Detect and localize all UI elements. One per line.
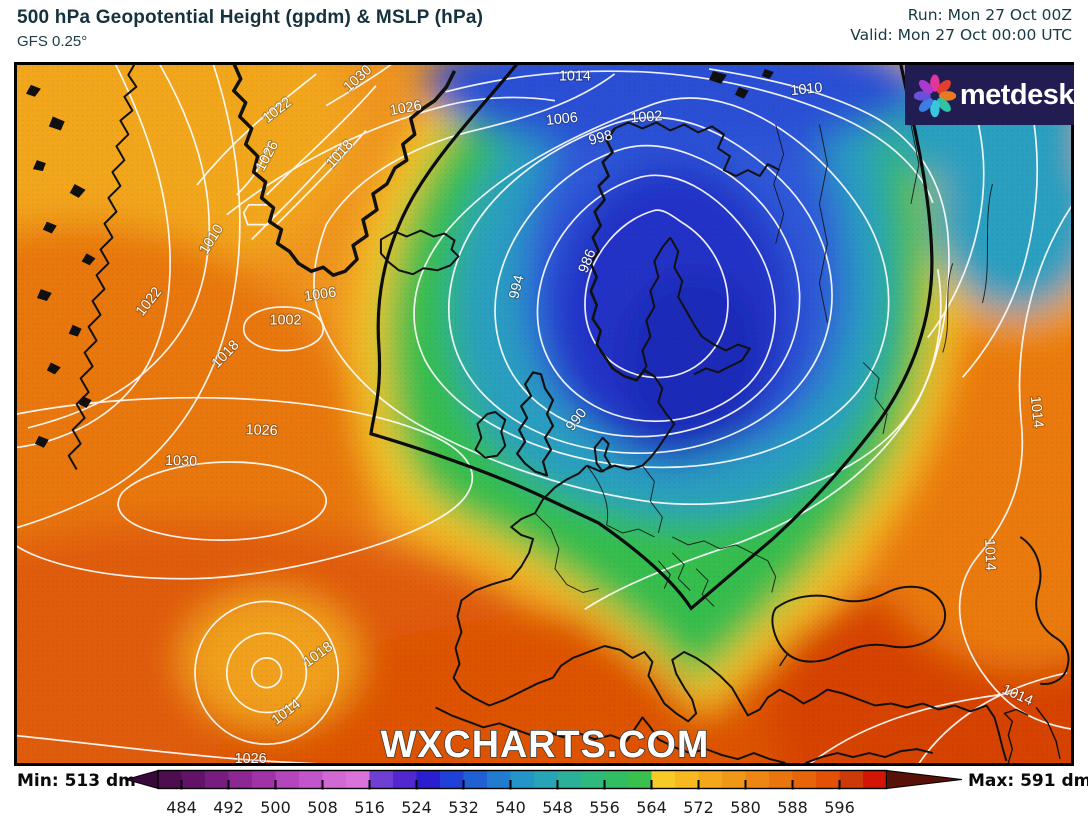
run-time: Run: Mon 27 Oct 00Z bbox=[850, 5, 1072, 25]
colorbar-tick-label: 500 bbox=[260, 798, 291, 817]
colorbar-tick-label: 564 bbox=[636, 798, 667, 817]
colorbar-segment bbox=[699, 771, 723, 789]
colorbar-tick-label: 484 bbox=[166, 798, 197, 817]
colorbar-segment bbox=[229, 771, 253, 789]
colorbar-segment bbox=[863, 771, 887, 789]
colorbar-segment bbox=[182, 771, 206, 789]
colorbar-segment bbox=[628, 771, 652, 789]
colorbar-tick-label: 580 bbox=[730, 798, 761, 817]
colorbar-segment bbox=[722, 771, 746, 789]
colorbar-tick-label: 596 bbox=[824, 798, 855, 817]
colorbar-segment bbox=[346, 771, 370, 789]
colorbar-segment bbox=[558, 771, 582, 789]
colorbar-segment bbox=[440, 771, 464, 789]
colorbar-segment bbox=[464, 771, 488, 789]
colorbar-tick-label: 508 bbox=[307, 798, 338, 817]
colorbar-tick-label: 540 bbox=[495, 798, 526, 817]
colorbar-segment bbox=[534, 771, 558, 789]
contour-label: 1026 bbox=[235, 751, 267, 763]
contour-label: 1002 bbox=[269, 313, 301, 329]
colorbar-tick-label: 548 bbox=[542, 798, 573, 817]
metdesk-pinwheel-icon bbox=[914, 72, 956, 118]
colorbar-segment bbox=[581, 771, 605, 789]
contour-label: 1030 bbox=[165, 453, 198, 470]
watermark: WXCHARTS.COM bbox=[381, 723, 710, 763]
colorbar-tick-label: 516 bbox=[354, 798, 385, 817]
colorbar-segment bbox=[417, 771, 441, 789]
contour-label: 1014 bbox=[559, 69, 591, 85]
metdesk-logo-text: metdesk bbox=[960, 79, 1074, 112]
colorbar-segment bbox=[652, 771, 676, 789]
valid-time: Valid: Mon 27 Oct 00:00 UTC bbox=[850, 25, 1072, 45]
contour-label: 1006 bbox=[545, 110, 579, 129]
colorbar-tick-label: 572 bbox=[683, 798, 714, 817]
colorbar-segment bbox=[511, 771, 535, 789]
colorbar-segment bbox=[793, 771, 817, 789]
colorbar-segment bbox=[675, 771, 699, 789]
colorbar-segment bbox=[370, 771, 394, 789]
run-valid-info: Run: Mon 27 Oct 00Z Valid: Mon 27 Oct 00… bbox=[850, 5, 1072, 45]
contour-label: 1010 bbox=[790, 80, 824, 99]
colorbar-segment bbox=[840, 771, 864, 789]
map-canvas: 1030101410261022100610029981010102610181… bbox=[17, 65, 1071, 763]
colorbar-tick-label: 492 bbox=[213, 798, 244, 817]
colorbar-segment bbox=[769, 771, 793, 789]
colorbar-scale: 484 492 500 508 516 524 532 540 548 556 564 572 580 5… bbox=[126, 771, 962, 818]
weather-map: 1030101410261022100610029981010102610181… bbox=[14, 62, 1074, 766]
metdesk-logo: metdesk bbox=[905, 65, 1074, 125]
colorbar-tick-label: 524 bbox=[401, 798, 432, 817]
page-title: 500 hPa Geopotential Height (gpdm) & MSL… bbox=[17, 7, 483, 29]
colorbar-segment bbox=[158, 771, 182, 789]
colorbar-tick-label: 588 bbox=[777, 798, 808, 817]
model-label: GFS 0.25° bbox=[17, 33, 87, 50]
colorbar-segment bbox=[816, 771, 840, 789]
colorbar-segment bbox=[487, 771, 511, 789]
colorbar-tick-label: 532 bbox=[448, 798, 479, 817]
colorbar-segment bbox=[393, 771, 417, 789]
colorbar-segment bbox=[205, 771, 229, 789]
contour-label: 1002 bbox=[630, 108, 663, 126]
colorbar-max-label: Max: 591 dm bbox=[968, 771, 1088, 791]
colorbar-segment bbox=[252, 771, 276, 789]
colorbar-min-label: Min: 513 dm bbox=[17, 771, 136, 791]
colorbar: Min: 513 dm 484 492 500 508 516 524 532 540 548 5… bbox=[0, 766, 1088, 833]
colorbar-segment bbox=[746, 771, 770, 789]
contour-label: 1026 bbox=[245, 422, 278, 439]
colorbar-segment bbox=[276, 771, 300, 789]
colorbar-segment bbox=[605, 771, 629, 789]
contour-label: 1014 bbox=[1027, 395, 1046, 428]
colorbar-segment bbox=[323, 771, 347, 789]
colorbar-tick-label: 556 bbox=[589, 798, 620, 817]
contour-label: 1014 bbox=[981, 539, 998, 571]
colorbar-segment bbox=[299, 771, 323, 789]
colorbar-right-arrow bbox=[887, 771, 963, 789]
